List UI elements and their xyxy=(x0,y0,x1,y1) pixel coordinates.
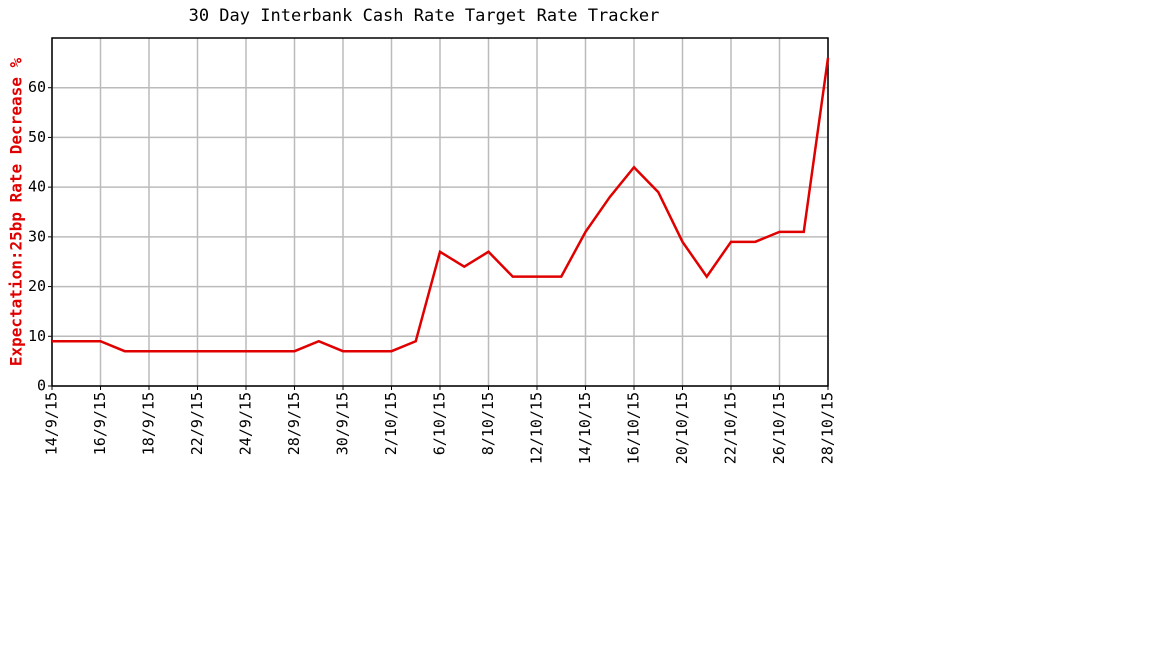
data-line xyxy=(52,57,830,353)
y-tick-label: 0 xyxy=(37,377,46,395)
x-tick-label: 28/10/15 xyxy=(819,392,837,464)
plot-border xyxy=(51,37,829,387)
y-tick-label: 50 xyxy=(28,128,46,146)
y-tick-label: 20 xyxy=(28,277,46,295)
x-tick-label: 18/9/15 xyxy=(140,392,158,455)
y-tick-label: 10 xyxy=(28,327,46,345)
x-tick-label: 22/10/15 xyxy=(722,392,740,464)
x-tick-label: 14/10/15 xyxy=(576,392,594,464)
x-tick-label: 8/10/15 xyxy=(479,392,497,455)
x-tick-label: 20/10/15 xyxy=(673,392,691,464)
x-tick-label: 6/10/15 xyxy=(431,392,449,455)
x-tick-label: 16/10/15 xyxy=(625,392,643,464)
y-axis-label: Expectation:25bp Rate Decrease % xyxy=(7,58,26,367)
x-tick-label: 22/9/15 xyxy=(188,392,206,455)
x-tick-label: 24/9/15 xyxy=(237,392,255,455)
y-tick-label: 40 xyxy=(28,178,46,196)
y-tick-label: 30 xyxy=(28,227,46,245)
x-tick-label: 16/9/15 xyxy=(91,392,109,455)
chart-title: 30 Day Interbank Cash Rate Target Rate T… xyxy=(189,6,660,26)
y-tick-label: 60 xyxy=(28,78,46,96)
x-tick-label: 12/10/15 xyxy=(528,392,546,464)
x-tick-label: 14/9/15 xyxy=(43,392,61,455)
x-tick-label: 26/10/15 xyxy=(770,392,788,464)
x-tick-label: 2/10/15 xyxy=(382,392,400,455)
x-tick-label: 28/9/15 xyxy=(285,392,303,455)
x-tick-label: 30/9/15 xyxy=(334,392,352,455)
